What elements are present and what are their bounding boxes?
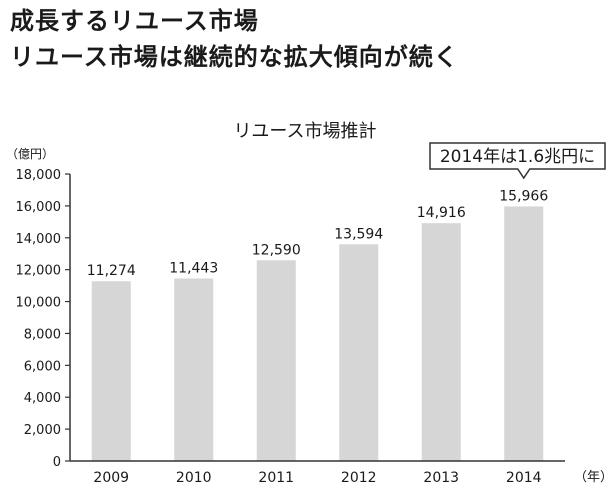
bar-2014	[504, 206, 544, 461]
annotation-callout: 2014年は1.6兆円に	[429, 142, 606, 180]
bar-2010	[174, 278, 214, 461]
bar-2012	[339, 244, 379, 461]
bar-2013	[421, 223, 461, 461]
headline-line-1: 成長するリユース市場	[10, 7, 259, 35]
x-tick-label: 2012	[341, 470, 377, 486]
chart-title: リユース市場推計	[233, 121, 376, 142]
y-tick-label: 0	[53, 455, 61, 470]
bar-value-label: 13,594	[334, 226, 383, 242]
bar-value-label: 14,916	[417, 205, 466, 221]
y-tick-label: 6,000	[24, 359, 61, 374]
y-tick-label: 4,000	[24, 391, 61, 406]
bar-value-label: 15,966	[499, 188, 548, 204]
callout-text: 2014年は1.6兆円に	[440, 147, 595, 167]
x-axis-unit-label: （年）	[574, 470, 613, 485]
callout-box	[429, 142, 606, 180]
x-tick-label: 2014	[506, 470, 542, 486]
plot-area: 0 2,000 4,000 6,000 8,000 10,000 12,000 14,000 1…	[16, 168, 565, 486]
bar-2009	[91, 281, 131, 461]
bar-2011	[256, 260, 296, 461]
y-tick-label: 12,000	[16, 264, 62, 279]
x-tick-label: 2009	[93, 470, 129, 486]
x-tick-label: 2010	[176, 470, 212, 486]
y-tick-label: 16,000	[16, 200, 62, 215]
y-tick-label: 2,000	[24, 423, 61, 438]
bar-value-label: 11,274	[87, 263, 136, 279]
y-tick-label: 14,000	[16, 232, 62, 247]
x-tick-label: 2011	[258, 470, 294, 486]
y-tick-label: 10,000	[16, 296, 62, 311]
bar-value-label: 12,590	[252, 242, 301, 258]
x-tick-label: 2013	[423, 470, 459, 486]
bar-value-label: 11,443	[169, 261, 218, 277]
y-tick-label: 18,000	[16, 168, 62, 183]
y-axis-unit-label: （億円）	[6, 147, 54, 161]
y-tick-label: 8,000	[24, 327, 61, 342]
headline-line-2: リユース市場は継続的な拡大傾向が続く	[10, 43, 459, 71]
